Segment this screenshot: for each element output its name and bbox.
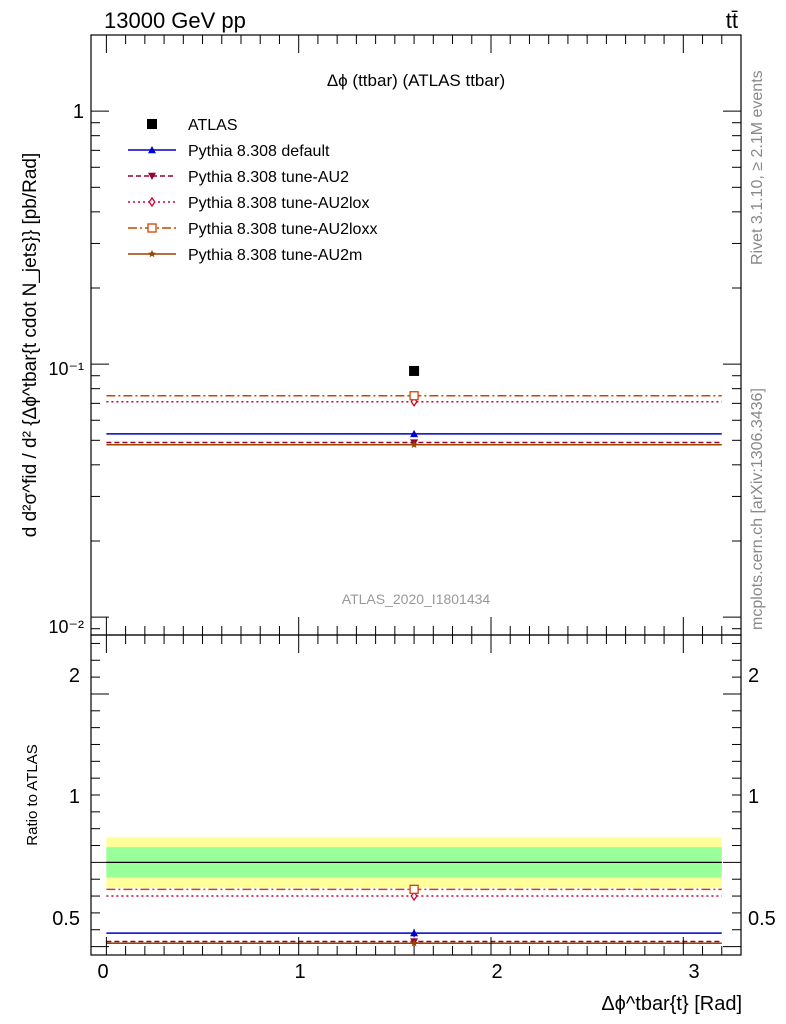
legend-label-AU2: Pythia 8.308 tune-AU2 <box>188 169 349 186</box>
ratio-marker-AU2loxx <box>409 884 419 894</box>
ratio-frame <box>90 634 742 956</box>
y-tick-label-1e-1: 10⁻¹ <box>48 359 84 379</box>
y-tick-label-1: 1 <box>73 101 84 123</box>
legend-marker-AU2 <box>148 172 156 180</box>
main-marker-AU2m <box>410 440 418 448</box>
main-plot-area <box>106 365 722 448</box>
energy-label: 13000 GeV pp <box>104 8 246 33</box>
x-axis-label: Δϕ^tbar{t} [Rad] <box>601 993 742 1015</box>
legend-marker-AU2loxx <box>147 223 157 233</box>
legend-marker-ATLAS <box>147 119 157 129</box>
main-y-axis-label: d d²σ^fid / d² {Δϕ^tbar{t cdot N_jets}} … <box>20 153 41 538</box>
source-label: mcplots.cern.ch [arXiv:1306.3436] <box>749 388 766 630</box>
x-tick-label-2: 2 <box>491 961 502 983</box>
y-tick-label-1e-2: 10⁻² <box>48 617 84 637</box>
ratio-y-axis-label: Ratio to ATLAS <box>24 744 41 845</box>
ratio-marker-AU2lox <box>410 890 418 902</box>
ratio-y-tick-label-2: 2 <box>69 665 80 687</box>
legend-label-default: Pythia 8.308 default <box>188 143 330 160</box>
ratio-y-tick-label-1-right: 1 <box>748 786 759 808</box>
ratio-y-tick-label-0.5-right: 0.5 <box>748 908 776 930</box>
main-marker-ATLAS <box>409 365 420 376</box>
ratio-marker-AU2m <box>410 939 418 947</box>
ratio-y-tick-label-1: 1 <box>69 786 80 808</box>
ratio-y-tick-label-0.5: 0.5 <box>52 908 80 930</box>
watermark: ATLAS_2020_I1801434 <box>342 591 491 607</box>
ratio-marker-default <box>410 929 419 937</box>
main-panel: Δϕ (ttbar) (ATLAS ttbar) ATLAS_2020_I180… <box>20 34 742 637</box>
legend-marker-AU2lox <box>148 196 156 208</box>
x-tick-label-3: 3 <box>688 961 699 983</box>
legend-label-AU2lox: Pythia 8.308 tune-AU2lox <box>188 195 369 212</box>
x-tick-label-1: 1 <box>294 961 305 983</box>
main-marker-default <box>410 429 419 438</box>
ratio-panel: 0.5 1 2 0.5 1 2 0 1 2 3 Ratio to ATLAS Δ… <box>24 35 776 1015</box>
legend-label-AU2m: Pythia 8.308 tune-AU2m <box>188 247 362 264</box>
legend: ATLAS Pythia 8.308 default Pythia 8.308 tu… <box>128 117 377 264</box>
ratio-ticks <box>91 35 741 955</box>
legend-label-AU2loxx: Pythia 8.308 tune-AU2loxx <box>188 221 377 238</box>
x-tick-label-0: 0 <box>97 961 108 983</box>
main-title: Δϕ (ttbar) (ATLAS ttbar) <box>327 71 505 90</box>
process-label: tt̄ <box>726 8 738 33</box>
legend-marker-AU2m <box>148 250 156 258</box>
legend-marker-default <box>148 146 156 154</box>
legend-label-ATLAS: ATLAS <box>188 117 238 134</box>
ratio-y-tick-label-2-right: 2 <box>748 665 759 687</box>
ratio-plot-area <box>106 837 722 947</box>
main-marker-AU2loxx <box>409 391 419 401</box>
rivet-version-label: Rivet 3.1.10, ≥ 2.1M events <box>749 70 766 265</box>
